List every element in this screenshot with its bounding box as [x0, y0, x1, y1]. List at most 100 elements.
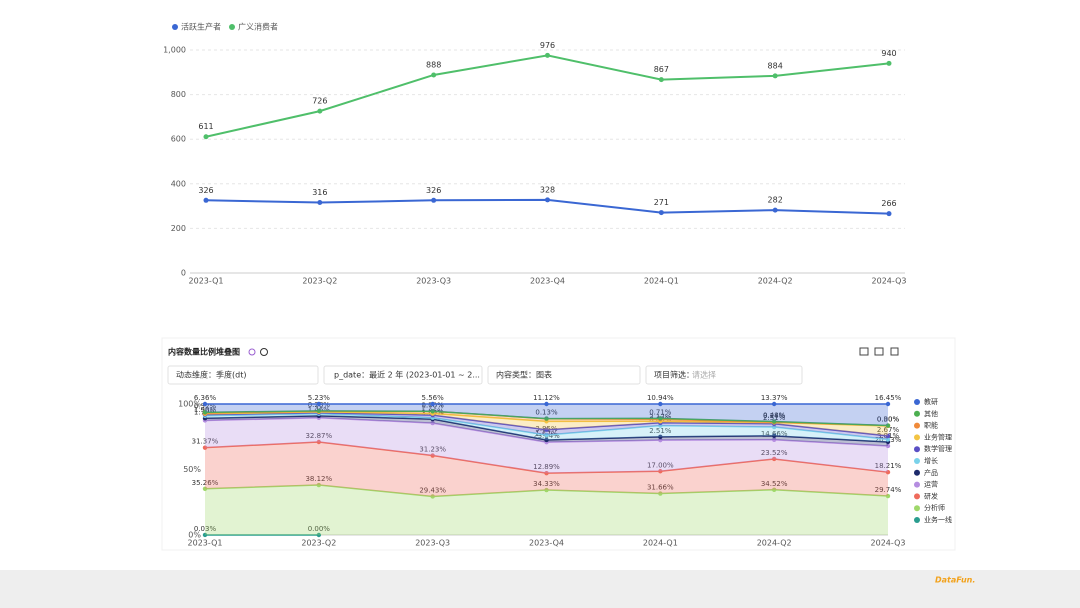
- y-tick-label: 200: [171, 224, 186, 233]
- data-label: 34.33%: [533, 480, 560, 488]
- point: [771, 437, 777, 442]
- legend-marker: [914, 458, 920, 464]
- x-tick-label: 2023-Q4: [530, 277, 565, 286]
- legend-marker: [914, 422, 920, 429]
- legend-marker: [914, 469, 920, 476]
- point: [544, 487, 549, 493]
- data-label: 0.48%: [763, 412, 786, 420]
- point: [544, 437, 549, 443]
- point: [885, 437, 891, 442]
- legend-marker: [914, 505, 920, 512]
- data-label: 282: [768, 196, 783, 205]
- area: [205, 411, 888, 436]
- point: [316, 408, 322, 414]
- point: [658, 469, 663, 474]
- x-tick-label: 2023-Q4: [529, 539, 564, 548]
- filter[interactable]: [167, 365, 319, 385]
- data-label: 328: [540, 185, 555, 194]
- point: [658, 437, 663, 443]
- point: [431, 197, 437, 203]
- data-label: 12.89%: [533, 463, 560, 471]
- pin-icon[interactable]: [248, 348, 256, 356]
- legend-label: 教研: [924, 397, 938, 406]
- point: [202, 445, 208, 450]
- filter[interactable]: [487, 365, 641, 385]
- icon[interactable]: [859, 347, 869, 356]
- point: [430, 494, 435, 499]
- legend-marker: [914, 410, 920, 417]
- y-tick-label: 600: [171, 135, 186, 144]
- point: [886, 211, 892, 217]
- legend-label: 职能: [924, 421, 938, 430]
- point: [885, 423, 891, 428]
- legend-label: 业务管理: [924, 432, 952, 441]
- data-label: 35.26%: [192, 479, 219, 487]
- legend-label: 其他: [924, 409, 938, 418]
- data-label: 976: [540, 41, 555, 50]
- footer-band: [0, 570, 1080, 608]
- point: [545, 52, 550, 58]
- data-label: 31.66%: [647, 484, 674, 492]
- data-label: 0.00%: [877, 416, 900, 424]
- x-tick-label: 2023-Q1: [188, 539, 223, 548]
- point: [771, 401, 777, 407]
- data-label: 5.56%: [422, 394, 445, 402]
- data-label: 13.37%: [761, 394, 788, 402]
- point: [316, 482, 322, 488]
- info-icon[interactable]: [260, 348, 268, 356]
- filter[interactable]: [645, 365, 803, 385]
- data-label: 10.94%: [647, 394, 674, 402]
- data-label: 5.23%: [308, 394, 331, 402]
- data-label: 11.12%: [533, 394, 560, 402]
- y-tick-label: 800: [171, 90, 186, 99]
- data-label: 34.52%: [761, 480, 788, 488]
- legend-marker: [914, 434, 920, 441]
- data-label: 726: [312, 97, 327, 106]
- data-label: 271: [654, 198, 669, 207]
- point: [544, 470, 549, 476]
- data-label: 32.87%: [305, 432, 332, 440]
- x-tick-label: 2023-Q2: [302, 277, 337, 286]
- legend-label: 产品: [924, 468, 938, 477]
- point: [317, 108, 323, 114]
- point: [316, 439, 322, 445]
- data-label: 0.52%: [194, 402, 217, 410]
- legend-label: 研发: [924, 491, 938, 500]
- point: [885, 443, 891, 449]
- area: [205, 413, 888, 443]
- y-tick-label: 0: [181, 269, 186, 278]
- data-label: 884: [768, 61, 783, 70]
- point: [771, 424, 777, 430]
- point: [544, 416, 549, 421]
- icon[interactable]: [874, 347, 884, 356]
- point: [658, 416, 663, 421]
- point: [316, 401, 322, 407]
- data-label: 0.30%: [877, 416, 900, 424]
- filter[interactable]: [323, 365, 483, 385]
- point: [317, 200, 323, 206]
- data-label: 611: [198, 122, 213, 131]
- point: [771, 456, 777, 462]
- point: [886, 60, 892, 66]
- data-label: 326: [198, 186, 213, 195]
- x-tick-label: 2023-Q3: [416, 277, 451, 286]
- icon[interactable]: [890, 347, 899, 356]
- area: [205, 442, 888, 497]
- point: [430, 453, 435, 458]
- legend-marker: [172, 24, 178, 30]
- y-tick-label: 50%: [183, 465, 201, 474]
- filter-label: p_date：最近 2 年 (2023-01-01 ~ 2...: [334, 370, 480, 380]
- point: [885, 401, 891, 407]
- data-label: 867: [654, 65, 669, 74]
- point: [771, 419, 777, 424]
- data-label: 888: [426, 60, 441, 69]
- data-label: 6.36%: [194, 394, 217, 402]
- point: [202, 486, 208, 491]
- legend-marker: [914, 481, 920, 488]
- point: [203, 197, 209, 203]
- point: [545, 197, 550, 203]
- point: [431, 72, 437, 78]
- legend-marker: [914, 399, 920, 405]
